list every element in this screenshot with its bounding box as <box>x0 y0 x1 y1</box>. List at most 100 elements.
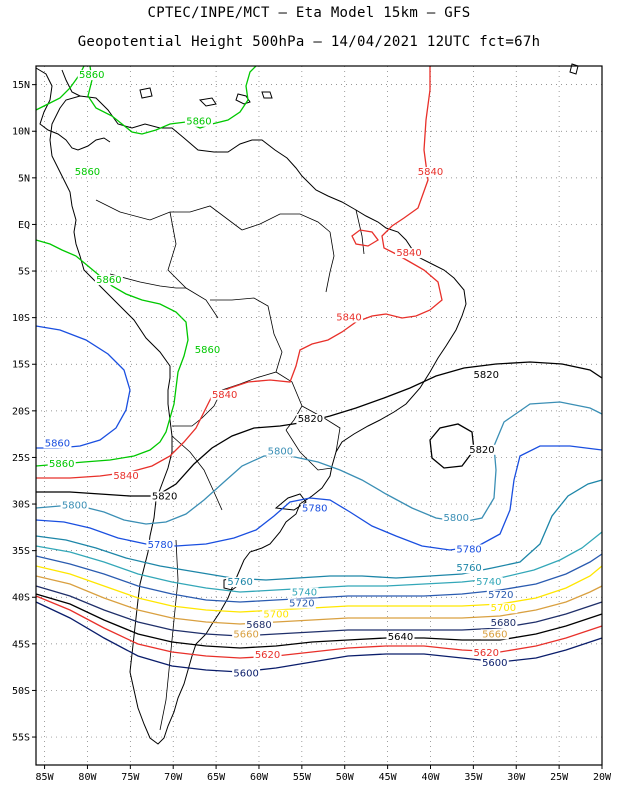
lat-tick-label: 45S <box>12 639 30 650</box>
contour-label-background <box>43 438 72 449</box>
height-contours <box>35 65 603 673</box>
contour-label-background <box>94 275 123 286</box>
contour-label: 5620 <box>255 650 280 661</box>
contour-label-background <box>244 619 273 630</box>
lon-tick-label: 50W <box>336 772 355 783</box>
contour-label: 5860 <box>45 438 70 449</box>
contour-label: 5860 <box>49 459 74 470</box>
contour-5680 <box>35 575 603 625</box>
contour-label-background <box>486 590 515 601</box>
map-title-line-1: CPTEC/INPE/MCT – Eta Model 15km – GFS <box>147 5 471 21</box>
contour-label: 5660 <box>233 629 258 640</box>
lon-tick-label: 60W <box>250 772 269 783</box>
lon-tick-label: 65W <box>207 772 226 783</box>
contour-label-background <box>296 414 325 425</box>
lon-tick-label: 25W <box>550 772 569 783</box>
lon-tick-label: 20W <box>593 772 612 783</box>
contour-label: 5820 <box>469 445 494 456</box>
contour-label-background <box>335 312 364 323</box>
lon-tick-label: 80W <box>78 772 97 783</box>
contour-label-background <box>442 512 471 523</box>
river-plate-estuary <box>274 493 307 511</box>
contour-label: 5640 <box>388 632 413 643</box>
contour-label-background <box>472 647 501 658</box>
contour-label-background <box>489 618 518 629</box>
contour-5640 <box>35 593 603 649</box>
south-america-coastline <box>49 95 467 745</box>
contour-5700 <box>35 565 603 613</box>
contour-5780 <box>35 445 603 551</box>
contour-label-background <box>386 632 415 643</box>
contour-5740 <box>35 531 603 593</box>
contour-5820 <box>429 423 475 469</box>
caribbean-island <box>235 93 251 105</box>
contour-label-background <box>60 500 89 511</box>
lat-tick-label: EQ <box>18 220 30 231</box>
contour-label: 5840 <box>418 167 443 178</box>
contour-label-background <box>232 629 261 640</box>
contour-label-background <box>467 444 496 455</box>
contour-5840 <box>36 66 443 479</box>
contour-label: 5800 <box>62 501 87 512</box>
contour-label-background <box>184 116 213 127</box>
contour-label-background <box>287 598 316 609</box>
contour-label-background <box>472 370 501 381</box>
contour-label: 5620 <box>474 648 499 659</box>
lon-tick-label: 55W <box>293 772 312 783</box>
contour-label-background <box>480 658 509 669</box>
contour-5600 <box>35 601 603 673</box>
contour-label: 5740 <box>292 587 317 598</box>
contour-label: 5840 <box>212 390 237 401</box>
lat-tick-label: 20S <box>12 406 30 417</box>
contour-label-background <box>300 503 329 514</box>
central-america-coastline-north <box>61 69 81 97</box>
lon-tick-label: 40W <box>421 772 440 783</box>
contour-label-background <box>455 544 484 555</box>
contour-label: 5680 <box>246 620 271 631</box>
country-borders <box>95 199 365 731</box>
caribbean-island <box>261 91 273 99</box>
lat-tick-label: 10N <box>12 127 30 138</box>
map-title-line-2: Geopotential Height 500hPa – 14/04/2021 … <box>77 34 541 50</box>
contour-label-background <box>395 248 424 259</box>
lon-tick-label: 35W <box>464 772 483 783</box>
central-america-coastline <box>35 67 111 151</box>
contour-5800 <box>35 401 603 525</box>
contour-label-background <box>150 491 179 502</box>
lat-tick-label: 15N <box>12 80 30 91</box>
lat-tick-label: 55S <box>12 733 30 744</box>
contour-label-background <box>262 609 291 620</box>
contour-label-background <box>232 668 261 679</box>
caribbean-island <box>139 87 153 99</box>
contour-label: 5600 <box>233 668 258 679</box>
contour-label: 5700 <box>491 603 516 614</box>
contour-label: 5780 <box>148 540 173 551</box>
contour-label-background <box>489 603 518 614</box>
contour-5660 <box>35 585 603 637</box>
lat-tick-label: 35S <box>12 546 30 557</box>
contour-5720 <box>35 553 603 603</box>
contour-label: 5780 <box>456 545 481 556</box>
contour-label: 5820 <box>298 414 323 425</box>
lon-tick-label: 75W <box>121 772 140 783</box>
contour-label-background <box>416 167 445 178</box>
lat-tick-label: 15S <box>12 360 30 371</box>
contour-label-background <box>47 458 76 469</box>
contour-label-background <box>73 167 102 178</box>
contour-label-background <box>480 629 509 640</box>
lat-tick-label: 50S <box>12 686 30 697</box>
contour-5760 <box>35 479 603 581</box>
lon-tick-label: 45W <box>379 772 398 783</box>
contour-label: 5800 <box>443 513 468 524</box>
lon-tick-label: 70W <box>164 772 183 783</box>
contour-label-background <box>77 70 106 81</box>
contour-label: 5700 <box>263 610 288 621</box>
contour-labels: 5860 5860 5860 5860 5860 5860 5860 5840 5840 5840… <box>43 70 518 679</box>
contour-5840 <box>351 229 379 247</box>
contour-label: 5860 <box>96 275 121 286</box>
contour-label: 5720 <box>289 599 314 610</box>
lat-tick-label: 10S <box>12 313 30 324</box>
contour-5780 <box>35 325 131 449</box>
axis-ticks: 85W 80W 75W 70W 65W 60W 55W 50W 45W 40W 35W 30W 25W 2… <box>12 80 612 783</box>
contour-label: 5860 <box>186 117 211 128</box>
